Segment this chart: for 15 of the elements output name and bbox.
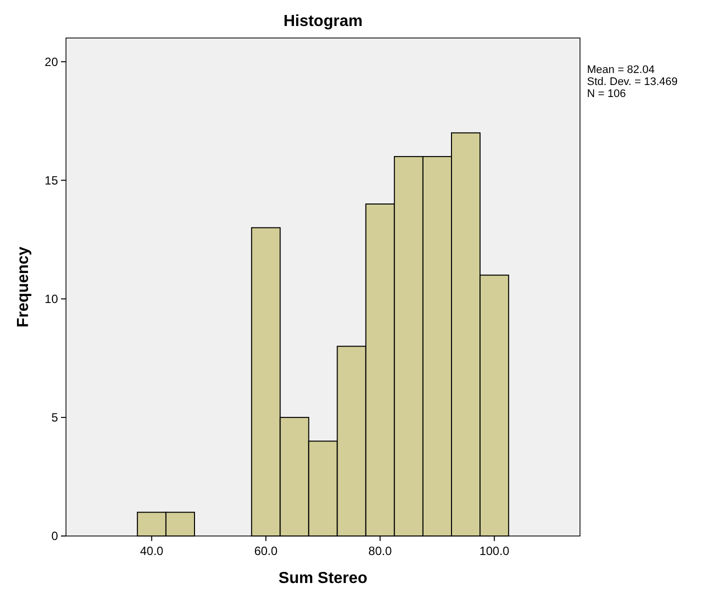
y-tick-label: 20 (44, 54, 58, 69)
y-axis-title: Frequency (15, 246, 32, 328)
y-tick-label: 0 (51, 529, 58, 544)
text: Mean = 82.04 (587, 64, 655, 76)
text: N = 106 (587, 88, 626, 100)
x-tick-label: 100.0 (479, 544, 510, 558)
y-tick-label: 5 (51, 410, 58, 425)
x-tick-label: 60.0 (254, 544, 278, 558)
text: Std. Dev. = 13.469 (587, 76, 678, 88)
x-axis-title: Sum Stereo (278, 570, 368, 587)
chart-title: Histogram (283, 13, 363, 30)
x-tick-label: 40.0 (140, 544, 164, 558)
y-tick-label: 10 (44, 292, 58, 306)
x-tick-label: 80.0 (368, 544, 392, 558)
y-tick-label: 15 (44, 173, 58, 188)
